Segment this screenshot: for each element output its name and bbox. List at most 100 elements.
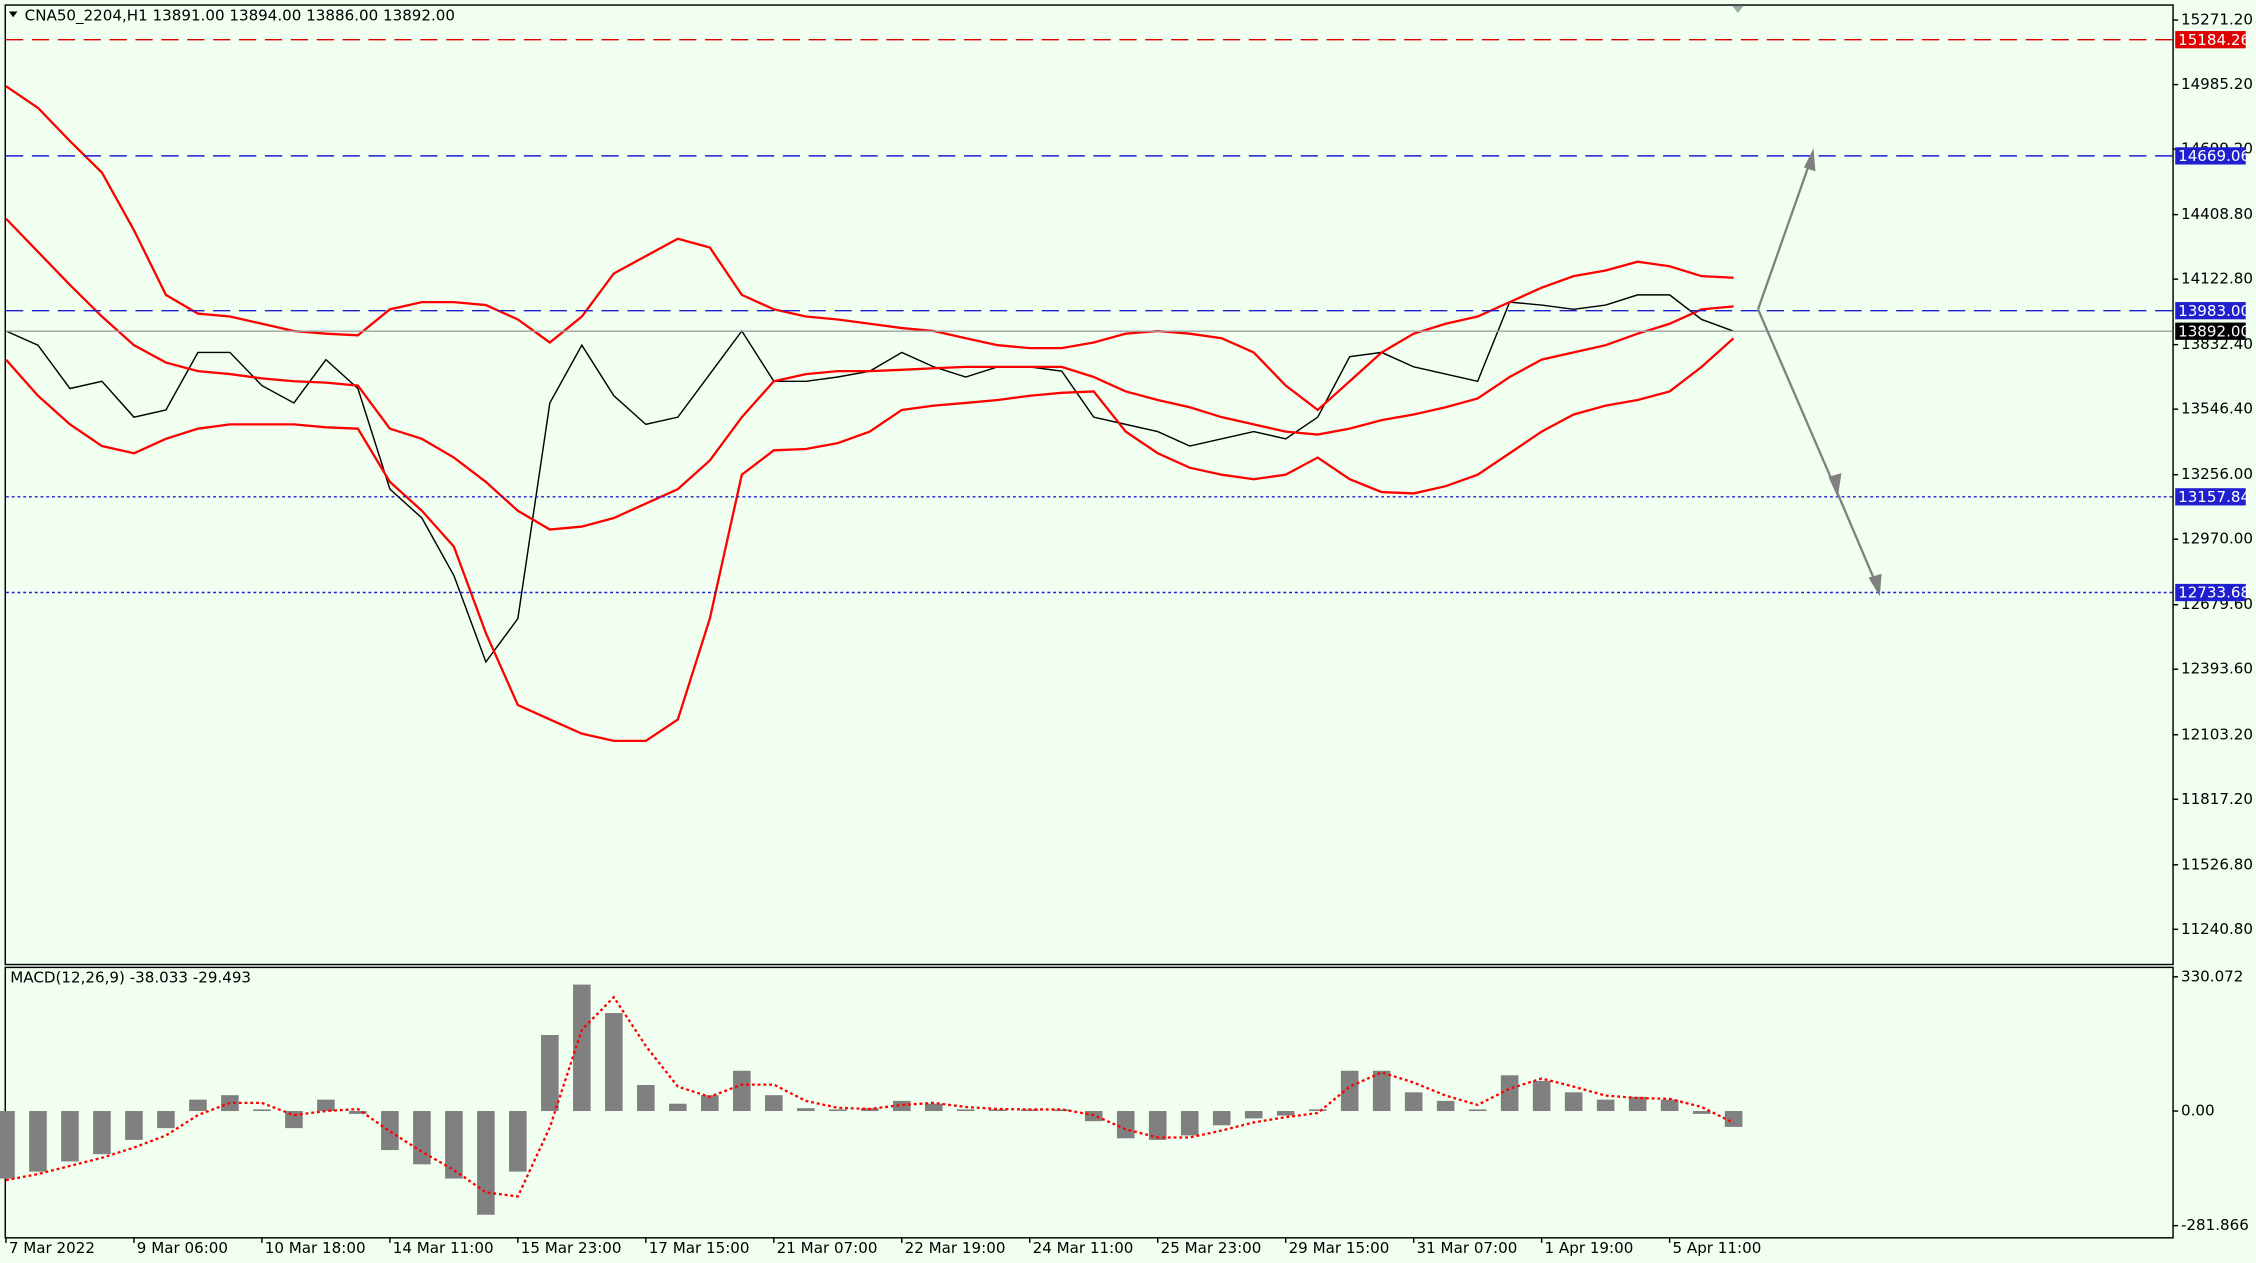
x-tick-label: 25 Mar 23:00 [1161,1239,1262,1257]
macd-panel [4,966,2174,1239]
macd-bar [157,1111,175,1129]
macd-bar [253,1109,271,1112]
macd-bar [1724,1111,1743,1127]
macd-bar [317,1099,335,1112]
y-tick-label: 13546.40 [2181,400,2253,418]
arrow-head [1868,573,1882,597]
x-tick-label: 1 Apr 19:00 [1545,1239,1634,1257]
y-tick-label: 12393.60 [2181,660,2253,678]
macd-bar [733,1070,751,1112]
macd-bar [477,1111,495,1215]
x-tick-label: 21 Mar 07:00 [777,1239,878,1257]
macd-bar [1308,1109,1327,1112]
y-tick-label: 13256.00 [2181,465,2253,483]
macd-bar [125,1111,143,1140]
x-tick-label: 24 Mar 11:00 [1033,1239,1134,1257]
level-label-box [2175,583,2246,602]
macd-bar [605,1013,623,1112]
main-panel [4,4,2174,966]
x-tick-label: 10 Mar 18:00 [265,1239,366,1257]
macd-bar [1660,1099,1679,1112]
y-tick-label: 0.00 [2181,1102,2215,1120]
macd-bar [765,1095,783,1112]
macd-bar [637,1085,655,1112]
macd-bar [541,1034,559,1112]
macd-bar [93,1111,111,1155]
bollinger-band [5,337,1735,743]
shift-marker [1732,5,1744,13]
y-tick-label: 11240.80 [2181,920,2253,938]
macd-bar [1180,1111,1199,1136]
x-tick-label: 17 Mar 15:00 [649,1239,750,1257]
y-tick-label: 11817.20 [2181,790,2253,808]
macd-bar [1532,1080,1551,1112]
x-tick-label: 9 Mar 06:00 [137,1239,228,1257]
y-tick-label: 14122.80 [2181,270,2253,288]
macd-bar [1372,1070,1391,1112]
macd-bar [797,1108,815,1112]
level-label-box [2175,488,2246,506]
x-tick-label: 14 Mar 11:00 [393,1239,494,1257]
macd-signal [5,995,1735,1198]
level-label: 15184.26 [2178,31,2250,49]
macd-bar [1436,1100,1455,1112]
macd-bar [701,1095,719,1112]
macd-bar [1052,1109,1071,1112]
macd-bar [1340,1070,1359,1112]
x-tick-label: 5 Apr 11:00 [1672,1239,1761,1257]
macd-bar [924,1103,943,1112]
level-label-box [2175,302,2246,320]
macd-bar [988,1109,1007,1112]
macd-bar [669,1103,687,1112]
chart-title: CNA50_2204,H1 13891.00 13894.00 13886.00… [25,6,455,25]
macd-bar [413,1111,431,1165]
projection-arrows [1756,148,1882,597]
macd-bar [1244,1111,1263,1119]
level-label-box [2175,322,2246,340]
level-label: 13983.00 [2178,302,2250,320]
arrow-up [1756,157,1813,310]
macd-bar [828,1109,847,1112]
macd-bar [1564,1092,1583,1112]
macd-bar [1628,1096,1647,1112]
macd-bar [1596,1099,1615,1112]
macd-bar [1692,1111,1711,1114]
level-label: 14669.06 [2178,147,2250,165]
macd-bar [445,1111,463,1179]
macd-bar [285,1111,303,1129]
y-tick-label: 330.072 [2181,967,2243,985]
level-label: 13157.84 [2178,488,2250,506]
y-tick-label: 14408.80 [2181,205,2253,223]
x-tick-label: 7 Mar 2022 [9,1239,95,1257]
level-label: 12733.68 [2178,584,2250,602]
level-label: 13892.00 [2178,322,2250,340]
macd-bar [349,1111,367,1114]
macd-bar [509,1111,527,1172]
level-label-box [2175,31,2246,49]
macd-bar [1468,1109,1487,1112]
x-tick-label: 15 Mar 23:00 [521,1239,622,1257]
y-tick-label: 15271.20 [2181,11,2253,29]
x-tick-label: 22 Mar 19:00 [905,1239,1006,1257]
macd-bar [29,1111,47,1172]
macd-bar [1404,1092,1423,1112]
macd-bar [892,1100,911,1112]
macd-bar [956,1109,975,1112]
y-tick-label: -281.866 [2181,1216,2249,1234]
level-label-box [2175,147,2246,165]
macd-bar [1500,1075,1519,1112]
x-tick-label: 31 Mar 07:00 [1417,1239,1518,1257]
macd-title: MACD(12,26,9) -38.033 -29.493 [10,969,251,987]
y-tick-label: 14985.20 [2181,75,2253,93]
macd-bar [0,1111,15,1179]
arrow-head [1803,148,1816,172]
menu-triangle[interactable] [8,11,18,18]
macd-bar [573,984,591,1112]
arrow-head [1828,473,1842,498]
bollinger-band [5,217,1734,531]
macd-bar [1212,1111,1231,1126]
y-tick-label: 11526.80 [2181,855,2253,873]
